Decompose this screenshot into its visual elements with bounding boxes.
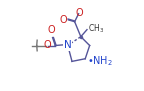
Text: O: O (75, 8, 83, 18)
Text: O: O (48, 25, 56, 35)
Text: O: O (43, 40, 51, 51)
Text: CH$_3$: CH$_3$ (88, 22, 105, 35)
Text: O: O (59, 15, 67, 25)
Text: N: N (64, 40, 71, 51)
Text: •NH$_2$: •NH$_2$ (87, 55, 113, 68)
